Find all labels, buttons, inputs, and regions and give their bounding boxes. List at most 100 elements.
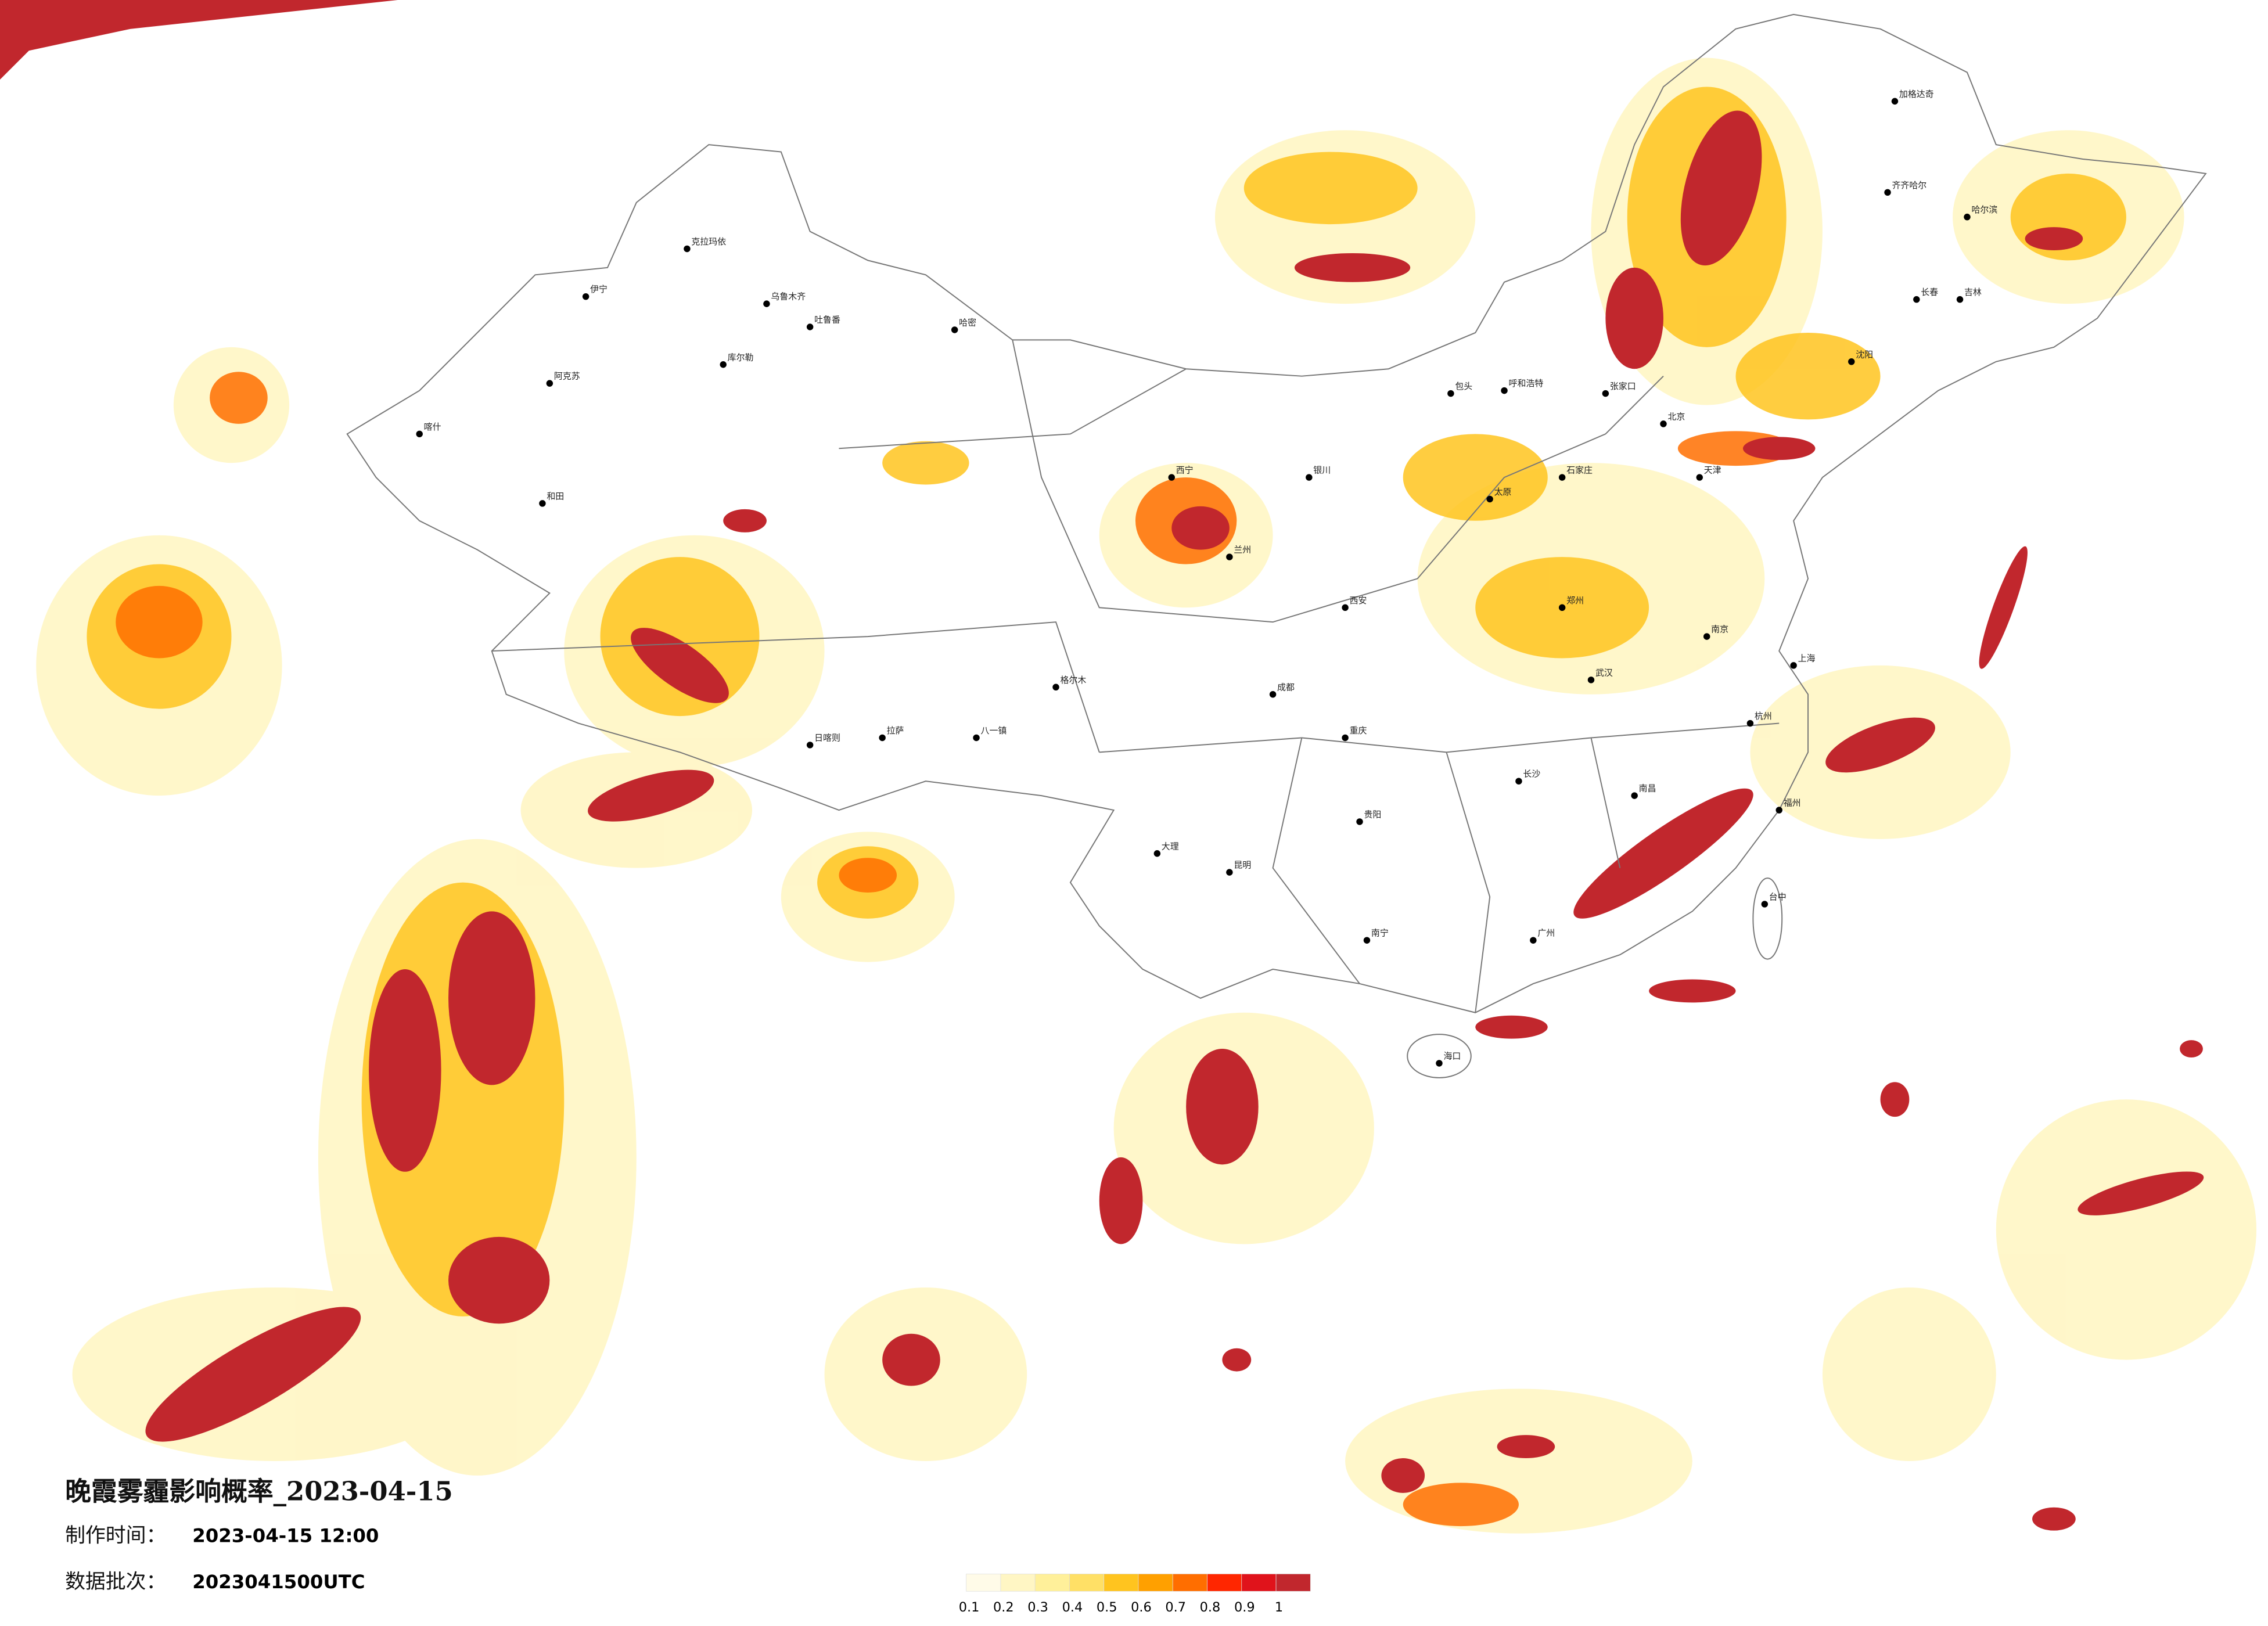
city-label: 长春 (1921, 287, 1938, 297)
city-label: 广州 (1537, 928, 1555, 938)
city-label: 福州 (1784, 798, 1801, 808)
legend-label: 0.4 (1062, 1600, 1083, 1615)
city-dot (1696, 474, 1703, 481)
city-dot (1447, 390, 1454, 397)
city-dot (1891, 98, 1899, 105)
city-label: 西宁 (1176, 465, 1194, 476)
city-dot (1703, 633, 1710, 640)
city-dot (684, 245, 691, 253)
city-label: 台中 (1769, 891, 1787, 902)
legend-swatch (1207, 1573, 1242, 1592)
legend-label: 1 (1275, 1600, 1283, 1615)
legend-swatch (1000, 1573, 1036, 1592)
city-label: 加格达奇 (1899, 89, 1934, 99)
city-label: 伊宁 (590, 284, 608, 294)
city-dot (720, 361, 727, 368)
city-label: 武汉 (1595, 667, 1613, 678)
city-dot (1306, 474, 1313, 481)
city-dot (1631, 792, 1638, 799)
city-dot (1587, 677, 1595, 684)
city-label: 齐齐哈尔 (1892, 180, 1926, 190)
city-label: 长沙 (1523, 769, 1540, 779)
city-label: 太原 (1494, 487, 1512, 497)
city-label: 包头 (1455, 381, 1472, 391)
legend-label: 0.6 (1131, 1600, 1152, 1615)
city-label: 郑州 (1566, 595, 1584, 606)
city-dot (1269, 691, 1277, 698)
legend-label: 0.7 (1165, 1600, 1186, 1615)
city-dot (1775, 807, 1782, 814)
legend-label: 0.9 (1234, 1600, 1255, 1615)
city-dot (1530, 937, 1537, 944)
city-dot (1168, 474, 1175, 481)
city-dot (1363, 937, 1371, 944)
legend-label: 0.2 (993, 1600, 1014, 1615)
city-label: 拉萨 (887, 725, 904, 736)
city-label: 日喀则 (814, 732, 840, 743)
city-dot (1848, 358, 1855, 365)
legend-label: 0.1 (959, 1600, 980, 1615)
legend-swatch (1104, 1573, 1139, 1592)
city-dot (546, 380, 553, 387)
city-label: 哈密 (959, 317, 976, 328)
legend-label: 0.8 (1200, 1600, 1221, 1615)
city-dot (1660, 420, 1667, 427)
city-label: 格尔木 (1060, 675, 1086, 685)
made-time: 2023-04-15 12:00 (192, 1525, 379, 1547)
city-label: 呼和浩特 (1509, 378, 1544, 388)
city-dot (1913, 296, 1920, 303)
legend-swatch (1241, 1573, 1277, 1592)
city-dot (1964, 213, 1971, 221)
city-label: 北京 (1667, 411, 1685, 422)
city-dot (1558, 474, 1566, 481)
city-label: 吉林 (1964, 287, 1982, 297)
city-dot (582, 293, 590, 300)
city-label: 喀什 (424, 422, 441, 432)
legend-label: 0.5 (1097, 1600, 1117, 1615)
city-dot (763, 300, 770, 307)
batch: 2023041500UTC (192, 1571, 365, 1593)
city-dot (1501, 387, 1508, 394)
city-dot (973, 734, 980, 742)
city-label: 克拉玛依 (691, 236, 726, 247)
city-dot (1052, 684, 1059, 691)
city-label: 银川 (1313, 465, 1331, 476)
city-label: 杭州 (1755, 711, 1772, 721)
city-dot (1356, 818, 1363, 825)
city-label: 吐鲁番 (814, 315, 840, 325)
city-label: 兰州 (1234, 545, 1251, 555)
city-dot (879, 734, 886, 742)
country-outline (346, 13, 2207, 1078)
haze-field (0, 0, 2257, 1534)
city-dot (806, 323, 814, 330)
city-label: 贵阳 (1364, 809, 1381, 819)
city-dot (1956, 296, 1964, 303)
legend-swatch (966, 1573, 1001, 1592)
city-dot (1761, 901, 1769, 908)
legend-label: 0.3 (1027, 1600, 1048, 1615)
city-dot (951, 326, 958, 333)
batch-label: 数据批次： (65, 1570, 166, 1593)
legend: 0.1 0.2 0.3 0.4 0.5 0.6 0.7 0.8 0.9 1 (959, 1573, 1311, 1615)
legend-swatch (1275, 1573, 1311, 1592)
city-label: 哈尔滨 (1971, 204, 1997, 215)
city-label: 昆明 (1234, 860, 1251, 870)
city-label: 张家口 (1610, 381, 1636, 391)
city-label: 阿克苏 (554, 371, 580, 382)
city-label: 八一镇 (981, 725, 1007, 736)
city-dot (1342, 734, 1349, 742)
city-label: 天津 (1704, 465, 1721, 476)
made-label: 制作时间： (65, 1524, 166, 1548)
city-label: 南宁 (1371, 928, 1389, 938)
title: 晚霞雾霾影响概率_2023-04-15 (65, 1476, 453, 1506)
city-label: 乌鲁木齐 (771, 292, 806, 302)
legend-swatch (1172, 1573, 1207, 1592)
city-dot (1486, 495, 1493, 503)
legend-swatch (1138, 1573, 1173, 1592)
city-dot (1226, 553, 1233, 560)
city-label: 上海 (1798, 653, 1816, 663)
city-label: 海口 (1443, 1051, 1461, 1061)
